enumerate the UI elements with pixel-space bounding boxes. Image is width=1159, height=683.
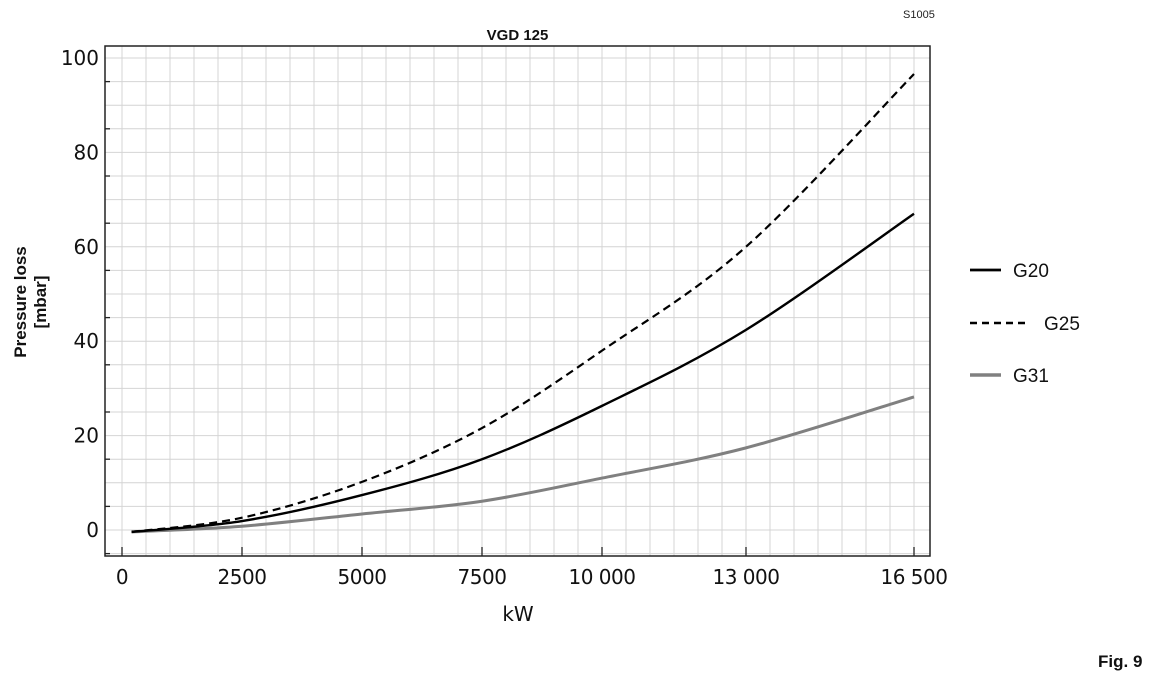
x-tick-label: 13 000 xyxy=(713,565,780,589)
y-axis-label-line: Pressure loss xyxy=(11,246,30,358)
y-axis-label-line: [mbar] xyxy=(31,276,50,329)
x-axis-label: kW xyxy=(502,602,534,626)
series-g20-line xyxy=(131,212,915,534)
x-tick-label: 0 xyxy=(116,565,128,589)
series-g31-line xyxy=(131,395,915,534)
y-tick-label: 0 xyxy=(86,518,99,542)
y-tick-label: 100 xyxy=(61,46,99,70)
y-tick-label: 20 xyxy=(74,424,99,448)
x-tick-label: 10 000 xyxy=(569,565,636,589)
y-tick-label: 40 xyxy=(74,329,99,353)
figure-label: Fig. 9 xyxy=(1098,652,1143,671)
y-axis-label: Pressure loss [mbar] xyxy=(11,246,50,358)
legend-label-g25: G25 xyxy=(1044,314,1080,335)
x-tick-label: 5000 xyxy=(338,565,387,589)
x-tick-label: 16 500 xyxy=(881,565,948,589)
legend-label-g31: G31 xyxy=(1013,366,1049,387)
x-tick-label: 7500 xyxy=(458,565,507,589)
y-tick-label: 60 xyxy=(74,235,99,259)
chart-title: VGD 125 xyxy=(487,27,549,44)
plot-frame xyxy=(104,45,931,557)
figure-code: S1005 xyxy=(903,9,935,21)
series-g25-line xyxy=(131,73,915,533)
x-tick-label: 2500 xyxy=(218,565,267,589)
legend-label-g20: G20 xyxy=(1013,261,1049,282)
y-tick-label: 80 xyxy=(74,140,99,164)
